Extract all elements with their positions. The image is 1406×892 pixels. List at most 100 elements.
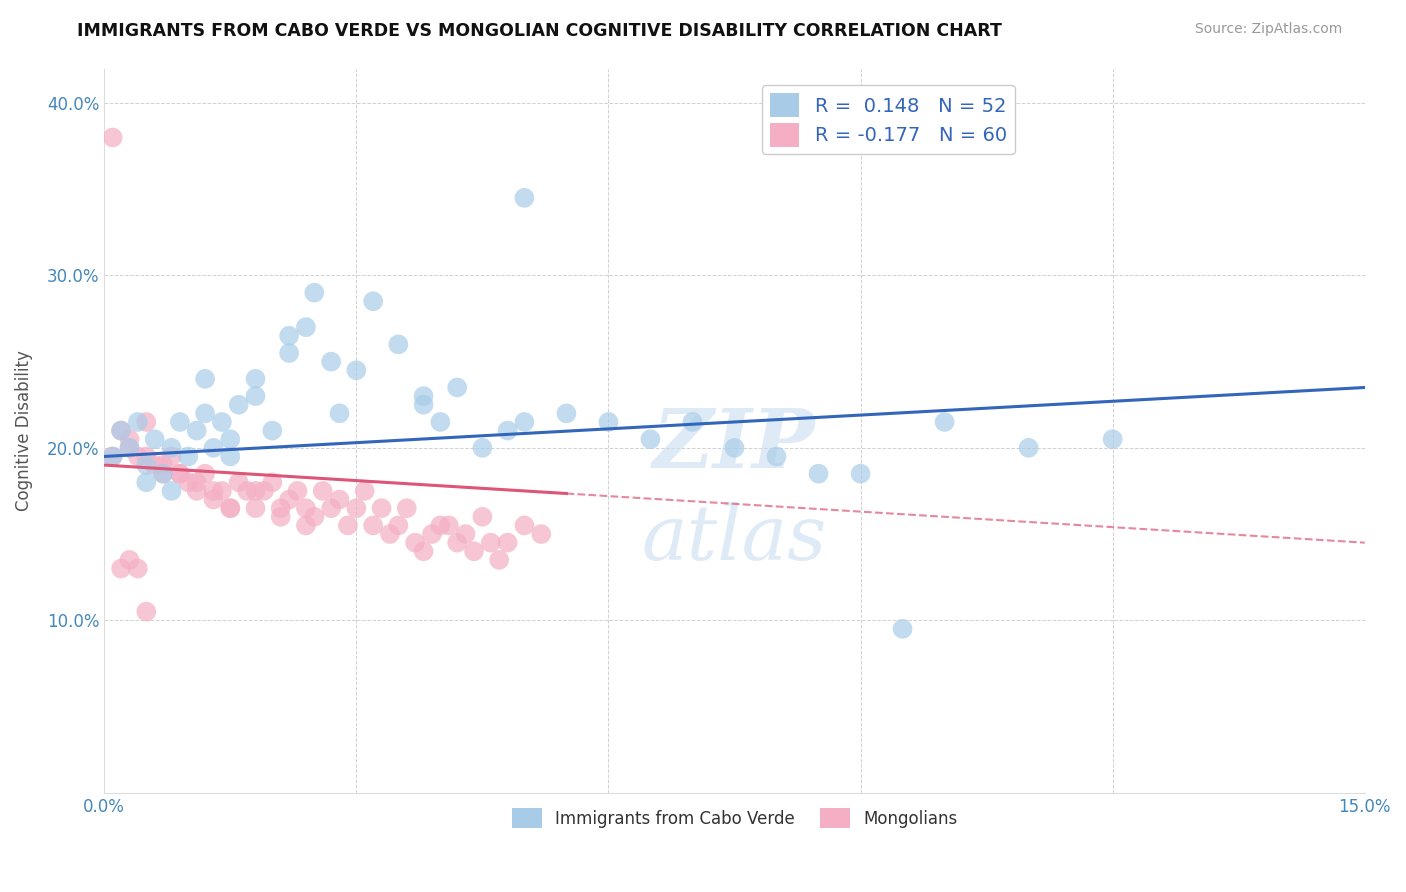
Point: [152, 458, 174, 472]
Point: [135, 475, 157, 490]
Point: [287, 483, 309, 498]
Point: [496, 424, 519, 438]
Point: [160, 450, 183, 464]
Point: [270, 509, 292, 524]
Point: [849, 467, 872, 481]
Point: [454, 527, 477, 541]
Point: [127, 450, 149, 464]
Point: [370, 501, 392, 516]
Point: [404, 535, 426, 549]
Point: [118, 441, 141, 455]
Point: [321, 354, 343, 368]
Point: [177, 475, 200, 490]
Point: [160, 483, 183, 498]
Point: [1101, 432, 1123, 446]
Point: [127, 561, 149, 575]
Point: [471, 441, 494, 455]
Point: [110, 424, 132, 438]
Point: [463, 544, 485, 558]
Point: [143, 432, 166, 446]
Point: [934, 415, 956, 429]
Point: [253, 483, 276, 498]
Point: [245, 389, 267, 403]
Point: [186, 424, 208, 438]
Point: [420, 527, 443, 541]
Point: [152, 467, 174, 481]
Point: [211, 483, 233, 498]
Point: [429, 518, 451, 533]
Point: [412, 544, 434, 558]
Legend: Immigrants from Cabo Verde, Mongolians: Immigrants from Cabo Verde, Mongolians: [505, 801, 965, 835]
Y-axis label: Cognitive Disability: Cognitive Disability: [15, 351, 32, 511]
Point: [202, 492, 225, 507]
Point: [101, 130, 124, 145]
Point: [118, 553, 141, 567]
Point: [262, 424, 284, 438]
Point: [202, 441, 225, 455]
Text: atlas: atlas: [641, 502, 827, 576]
Point: [295, 501, 318, 516]
Point: [437, 518, 460, 533]
Point: [202, 483, 225, 498]
Point: [1018, 441, 1040, 455]
Point: [278, 328, 301, 343]
Point: [336, 518, 359, 533]
Point: [118, 432, 141, 446]
Point: [177, 450, 200, 464]
Point: [321, 501, 343, 516]
Point: [219, 501, 242, 516]
Point: [194, 467, 217, 481]
Point: [135, 458, 157, 472]
Point: [211, 415, 233, 429]
Point: [219, 450, 242, 464]
Text: ZIP: ZIP: [654, 405, 815, 485]
Point: [135, 605, 157, 619]
Point: [361, 294, 384, 309]
Point: [236, 483, 259, 498]
Point: [304, 285, 326, 300]
Point: [101, 450, 124, 464]
Point: [219, 432, 242, 446]
Point: [471, 509, 494, 524]
Point: [446, 535, 468, 549]
Point: [295, 518, 318, 533]
Point: [135, 415, 157, 429]
Point: [152, 467, 174, 481]
Point: [219, 501, 242, 516]
Point: [245, 501, 267, 516]
Point: [328, 406, 350, 420]
Point: [118, 441, 141, 455]
Point: [194, 372, 217, 386]
Point: [169, 467, 191, 481]
Point: [169, 467, 191, 481]
Point: [328, 492, 350, 507]
Point: [312, 483, 335, 498]
Point: [127, 415, 149, 429]
Point: [412, 398, 434, 412]
Point: [807, 467, 830, 481]
Point: [295, 320, 318, 334]
Point: [135, 450, 157, 464]
Point: [245, 483, 267, 498]
Point: [530, 527, 553, 541]
Point: [387, 337, 409, 351]
Point: [387, 518, 409, 533]
Point: [765, 450, 787, 464]
Point: [891, 622, 914, 636]
Point: [160, 441, 183, 455]
Point: [429, 415, 451, 429]
Point: [344, 363, 367, 377]
Point: [110, 424, 132, 438]
Point: [270, 501, 292, 516]
Point: [278, 492, 301, 507]
Point: [101, 450, 124, 464]
Point: [640, 432, 662, 446]
Point: [344, 501, 367, 516]
Point: [245, 372, 267, 386]
Point: [395, 501, 418, 516]
Point: [361, 518, 384, 533]
Point: [169, 415, 191, 429]
Point: [186, 475, 208, 490]
Text: IMMIGRANTS FROM CABO VERDE VS MONGOLIAN COGNITIVE DISABILITY CORRELATION CHART: IMMIGRANTS FROM CABO VERDE VS MONGOLIAN …: [77, 22, 1002, 40]
Point: [143, 458, 166, 472]
